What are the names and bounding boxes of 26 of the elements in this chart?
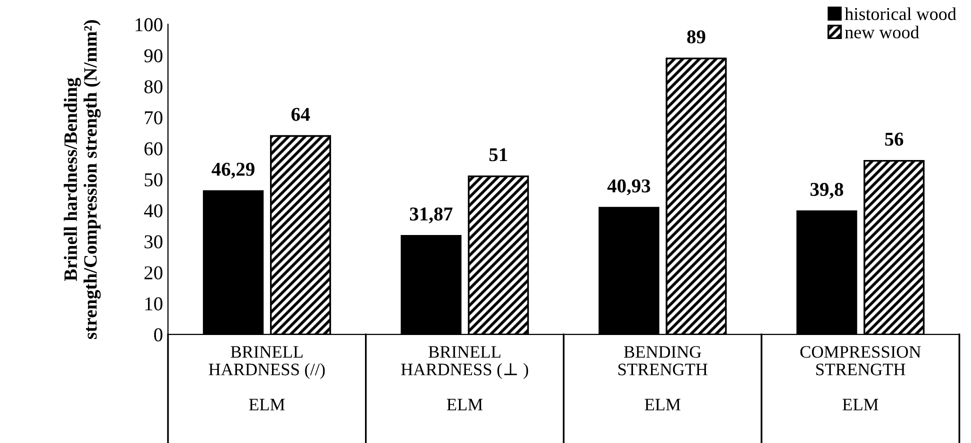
data-label: 39,8 — [810, 182, 844, 199]
y-tick-label: 30 — [144, 235, 162, 248]
legend-label: new wood — [845, 26, 920, 38]
y-tick-label: 20 — [144, 266, 162, 280]
y-tick-label: 40 — [144, 204, 162, 218]
data-label: 64 — [291, 108, 310, 121]
y-tick-label: 80 — [144, 80, 162, 94]
data-label: 89 — [687, 30, 706, 44]
y-tick-label: 100 — [136, 18, 162, 32]
y-tick-label: 90 — [144, 49, 162, 62]
x-tick-label: BRINELL HARDNESS (⊥ ) ELM — [401, 346, 528, 410]
y-axis-title: Brinell hardness/Bending strength/Compression strength (N/mm²) — [64, 20, 101, 339]
y-tick-label: 70 — [144, 111, 162, 124]
data-label: 40,93 — [607, 179, 650, 196]
data-label: 46,29 — [212, 162, 254, 179]
category-label: COMPRESSION STRENGTH ELM — [800, 346, 921, 410]
y-tick-label: 60 — [144, 142, 162, 156]
data-label: 51 — [489, 148, 508, 162]
x-tick-label: BRINELL HARDNESS (//) ELM — [208, 346, 325, 410]
y-tick-label: 50 — [144, 173, 162, 186]
y-tick-label: 0 — [154, 328, 162, 342]
data-label: 56 — [885, 132, 904, 146]
data-label: 31,87 — [410, 207, 453, 224]
category-label: BENDING STRENGTH ELM — [618, 346, 708, 410]
y-tick-label: 10 — [145, 297, 162, 310]
legend-label: historical wood — [844, 7, 956, 20]
